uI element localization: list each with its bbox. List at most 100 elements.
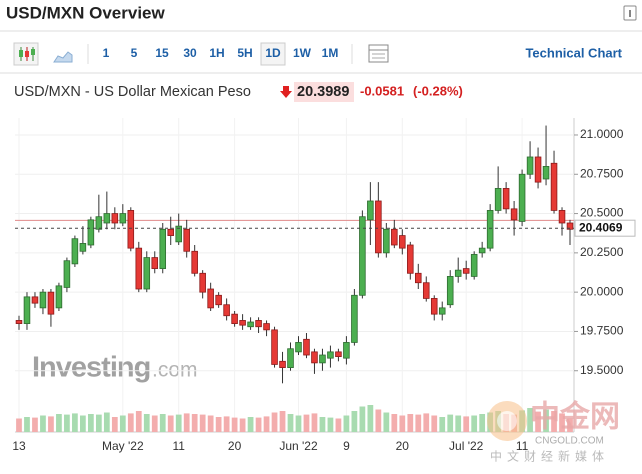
volume-bar: [383, 412, 390, 432]
volume-bar: [215, 417, 222, 432]
icon-frame: [368, 44, 389, 63]
volume-bar: [359, 406, 366, 432]
candle-body: [79, 243, 87, 252]
candle-body: [542, 166, 550, 180]
candle-body: [311, 351, 318, 364]
volume-bar: [127, 413, 134, 432]
candle-type-button[interactable]: [13, 42, 39, 66]
interval-button[interactable]: 5H: [237, 46, 252, 60]
volume-bar: [48, 416, 54, 432]
current-price-tag: [574, 219, 636, 237]
volume-bar: [327, 417, 334, 432]
info-icon[interactable]: [623, 5, 637, 21]
volume-bar: [303, 414, 310, 432]
interval-button[interactable]: 30: [183, 46, 197, 60]
candle-body: [223, 304, 230, 317]
candle-body: [151, 257, 159, 269]
interval-button[interactable]: 15: [155, 46, 169, 60]
candle-body: [143, 257, 151, 290]
candle-body: [287, 348, 294, 368]
candle-body: [391, 228, 398, 246]
area-type-button[interactable]: [53, 51, 73, 63]
candle-body: [550, 162, 558, 211]
volume-bar: [279, 411, 286, 432]
candle-body: [71, 238, 79, 265]
volume-bar: [263, 416, 270, 432]
volume-bar: [239, 418, 246, 432]
candle-body: [55, 285, 63, 309]
volume-bar: [271, 412, 278, 432]
candle-body: [526, 156, 534, 175]
down-arrow: [280, 86, 292, 98]
candle-body: [518, 173, 526, 222]
candle-body: [31, 296, 39, 304]
price-change-percent: (-0.28%): [413, 83, 463, 98]
candle-body: [215, 294, 222, 306]
volume-bar: [423, 413, 430, 432]
volume-bar: [207, 415, 214, 432]
price-chart: 19.5000 19.7500 20.0000 20.2500 20.5000 20.75…: [12, 118, 636, 453]
candle-body: [279, 360, 286, 368]
candle-body: [159, 228, 167, 269]
volume-bar: [367, 405, 374, 432]
icon-body: [25, 51, 29, 57]
candle-body: [303, 338, 310, 356]
volume-bar: [559, 413, 565, 432]
candle-body: [438, 307, 446, 315]
candle-body: [15, 320, 23, 324]
interval-button[interactable]: 5: [131, 46, 138, 60]
candle-body: [486, 210, 494, 249]
volume-bar: [95, 414, 102, 432]
watermark-cn-name: 中金网: [530, 400, 620, 435]
interval-button[interactable]: 1: [103, 46, 110, 60]
y-tick-label: 20.0000: [580, 284, 624, 298]
volume-bar: [415, 414, 422, 432]
volume-bar: [103, 412, 110, 432]
table-button[interactable]: [368, 44, 389, 63]
x-tick-label: 20: [396, 439, 410, 453]
candle-body: [407, 244, 414, 274]
candle-body: [558, 210, 566, 224]
x-tick-label: 11: [172, 439, 185, 453]
interval-button[interactable]: 1M: [322, 46, 339, 60]
x-tick-label: 9: [343, 439, 350, 453]
candle-body: [175, 225, 182, 243]
volume-bar: [32, 417, 38, 432]
interval-button[interactable]: 1H: [209, 46, 224, 60]
instrument-name: USD/MXN - US Dollar Mexican Peso: [14, 84, 251, 100]
cngold-watermark: 中金网 CNGOLD.COM 中文财经新媒体: [487, 400, 620, 464]
y-tick-label: 20.2500: [580, 245, 624, 259]
volume-bar: [111, 417, 118, 432]
candle-body: [127, 210, 135, 249]
volume-bar: [343, 415, 350, 432]
volume-bar: [311, 413, 318, 432]
investing-watermark: Investing .com: [32, 352, 198, 384]
volume-bar: [455, 415, 462, 432]
interval-button[interactable]: 1W: [293, 46, 312, 60]
volume-bar: [543, 409, 549, 432]
candle-body: [375, 200, 382, 254]
candle-body: [494, 188, 502, 211]
candle-body: [415, 272, 422, 284]
candle-body: [39, 291, 47, 309]
interval-button[interactable]: 1D: [265, 46, 281, 60]
watermark-slogan: 中文财经新媒体: [490, 449, 609, 464]
candle-body: [446, 276, 454, 306]
candle-body: [199, 272, 206, 293]
volume-bar: [439, 417, 446, 432]
volume-bar: [407, 414, 414, 432]
candle-body: [255, 320, 262, 328]
volume-bar: [295, 415, 302, 432]
volume-bar: [223, 416, 230, 432]
volume-bar: [16, 418, 22, 432]
candle-body: [335, 351, 342, 357]
y-tick-label: 21.0000: [580, 127, 624, 141]
volume-bar: [567, 418, 573, 432]
technical-chart-link[interactable]: Technical Chart: [525, 45, 622, 60]
volume-bar: [463, 416, 470, 432]
x-tick-label: Jul '22: [449, 439, 484, 453]
candle-body: [271, 329, 278, 365]
x-tick-label: 11: [516, 439, 529, 453]
